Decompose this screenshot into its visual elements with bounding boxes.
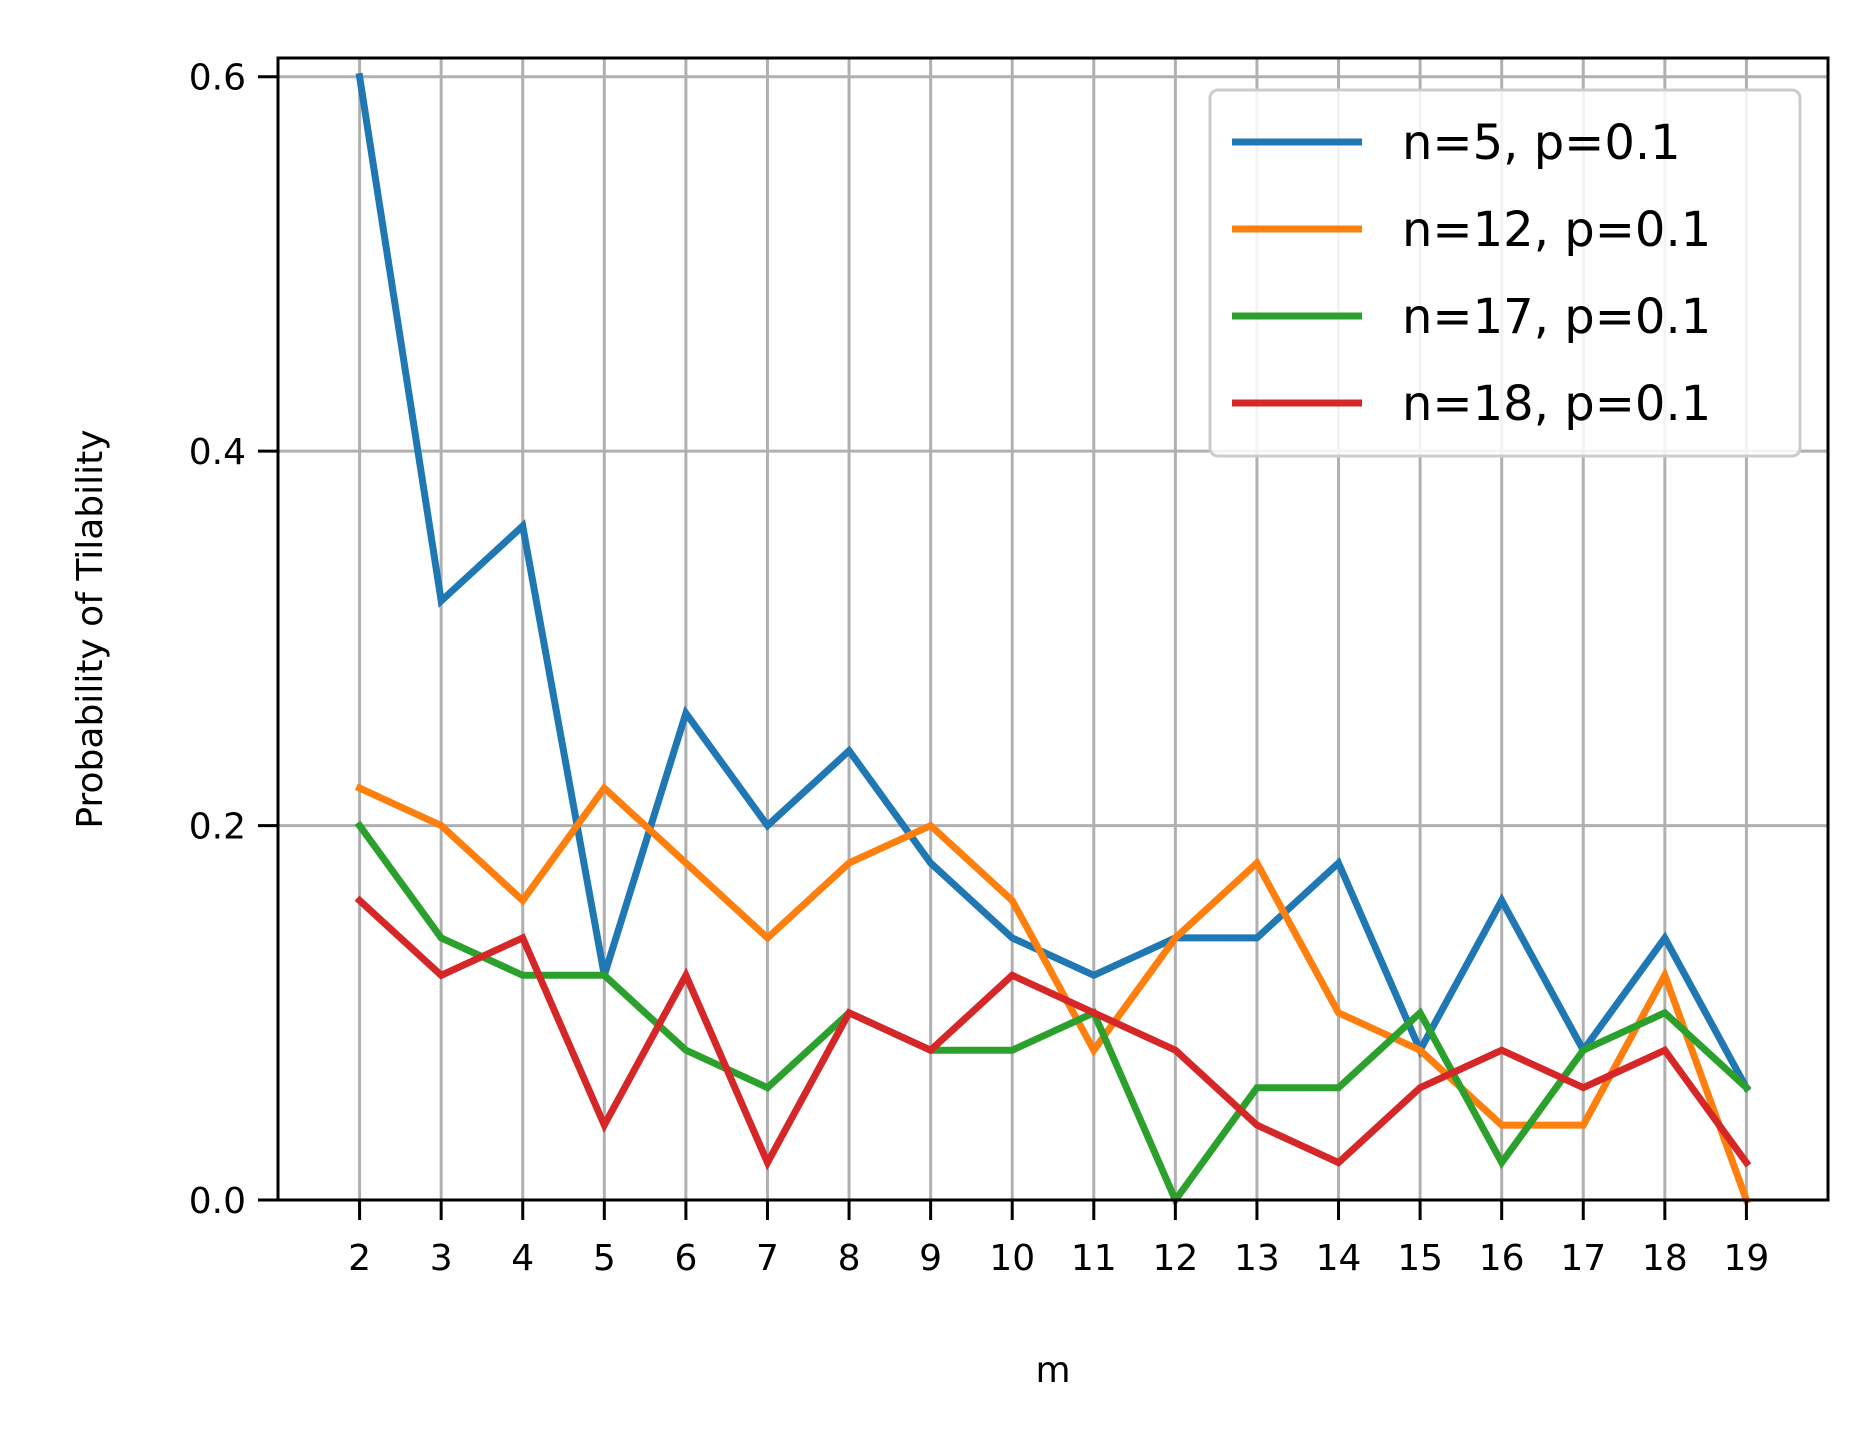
legend-entry-label: n=5, p=0.1 [1402,115,1681,171]
x-tick-label: 13 [1234,1238,1280,1279]
x-tick-label: 16 [1479,1238,1525,1279]
series-line [355,72,1752,1093]
x-tick-label: 17 [1560,1238,1606,1279]
series-line [354,895,1752,1171]
x-tick-label: 6 [674,1238,697,1279]
y-tick-label: 0.2 [189,807,246,848]
x-tick-label: 14 [1316,1238,1362,1279]
x-tick-label: 19 [1724,1238,1770,1279]
x-tick-label: 10 [989,1238,1035,1279]
x-tick-label: 4 [511,1238,534,1279]
y-axis-ticks: 0.0 0.2 0.4 0.6 [189,58,278,1222]
y-tick-label: 0.4 [189,432,246,473]
x-tick-label: 12 [1152,1238,1198,1279]
series-line [354,820,1752,1208]
x-tick-label: 3 [430,1238,453,1279]
x-tick-label: 5 [593,1238,616,1279]
x-tick-label: 15 [1397,1238,1443,1279]
x-tick-label: 9 [919,1238,942,1279]
legend: n=5, p=0.1 n=12, p=0.1 n=17, p=0.1 n=18, p=… [1208,88,1802,458]
plot-frame [276,56,1830,1202]
x-axis-ticks: 2 3 4 5 6 7 8 9 10 11 12 13 14 15 16 17 18 19 [348,1200,1769,1279]
y-axis-label: Probability of Tilability [70,429,111,828]
x-axis-label: m [1035,1350,1070,1391]
legend-entry-label: n=18, p=0.1 [1402,376,1711,432]
x-tick-label: 8 [838,1238,861,1279]
y-tick-label: 0.6 [189,58,246,99]
y-tick-label: 0.0 [189,1181,246,1222]
series-line [354,782,1751,1205]
legend-entry-label: n=17, p=0.1 [1402,289,1711,345]
x-tick-label: 7 [756,1238,779,1279]
x-tick-label: 11 [1071,1238,1117,1279]
legend-entry-label: n=12, p=0.1 [1402,202,1711,258]
legend-box [1208,88,1802,458]
x-tick-label: 18 [1642,1238,1688,1279]
series-lines [354,72,1752,1208]
x-tick-label: 2 [348,1238,371,1279]
